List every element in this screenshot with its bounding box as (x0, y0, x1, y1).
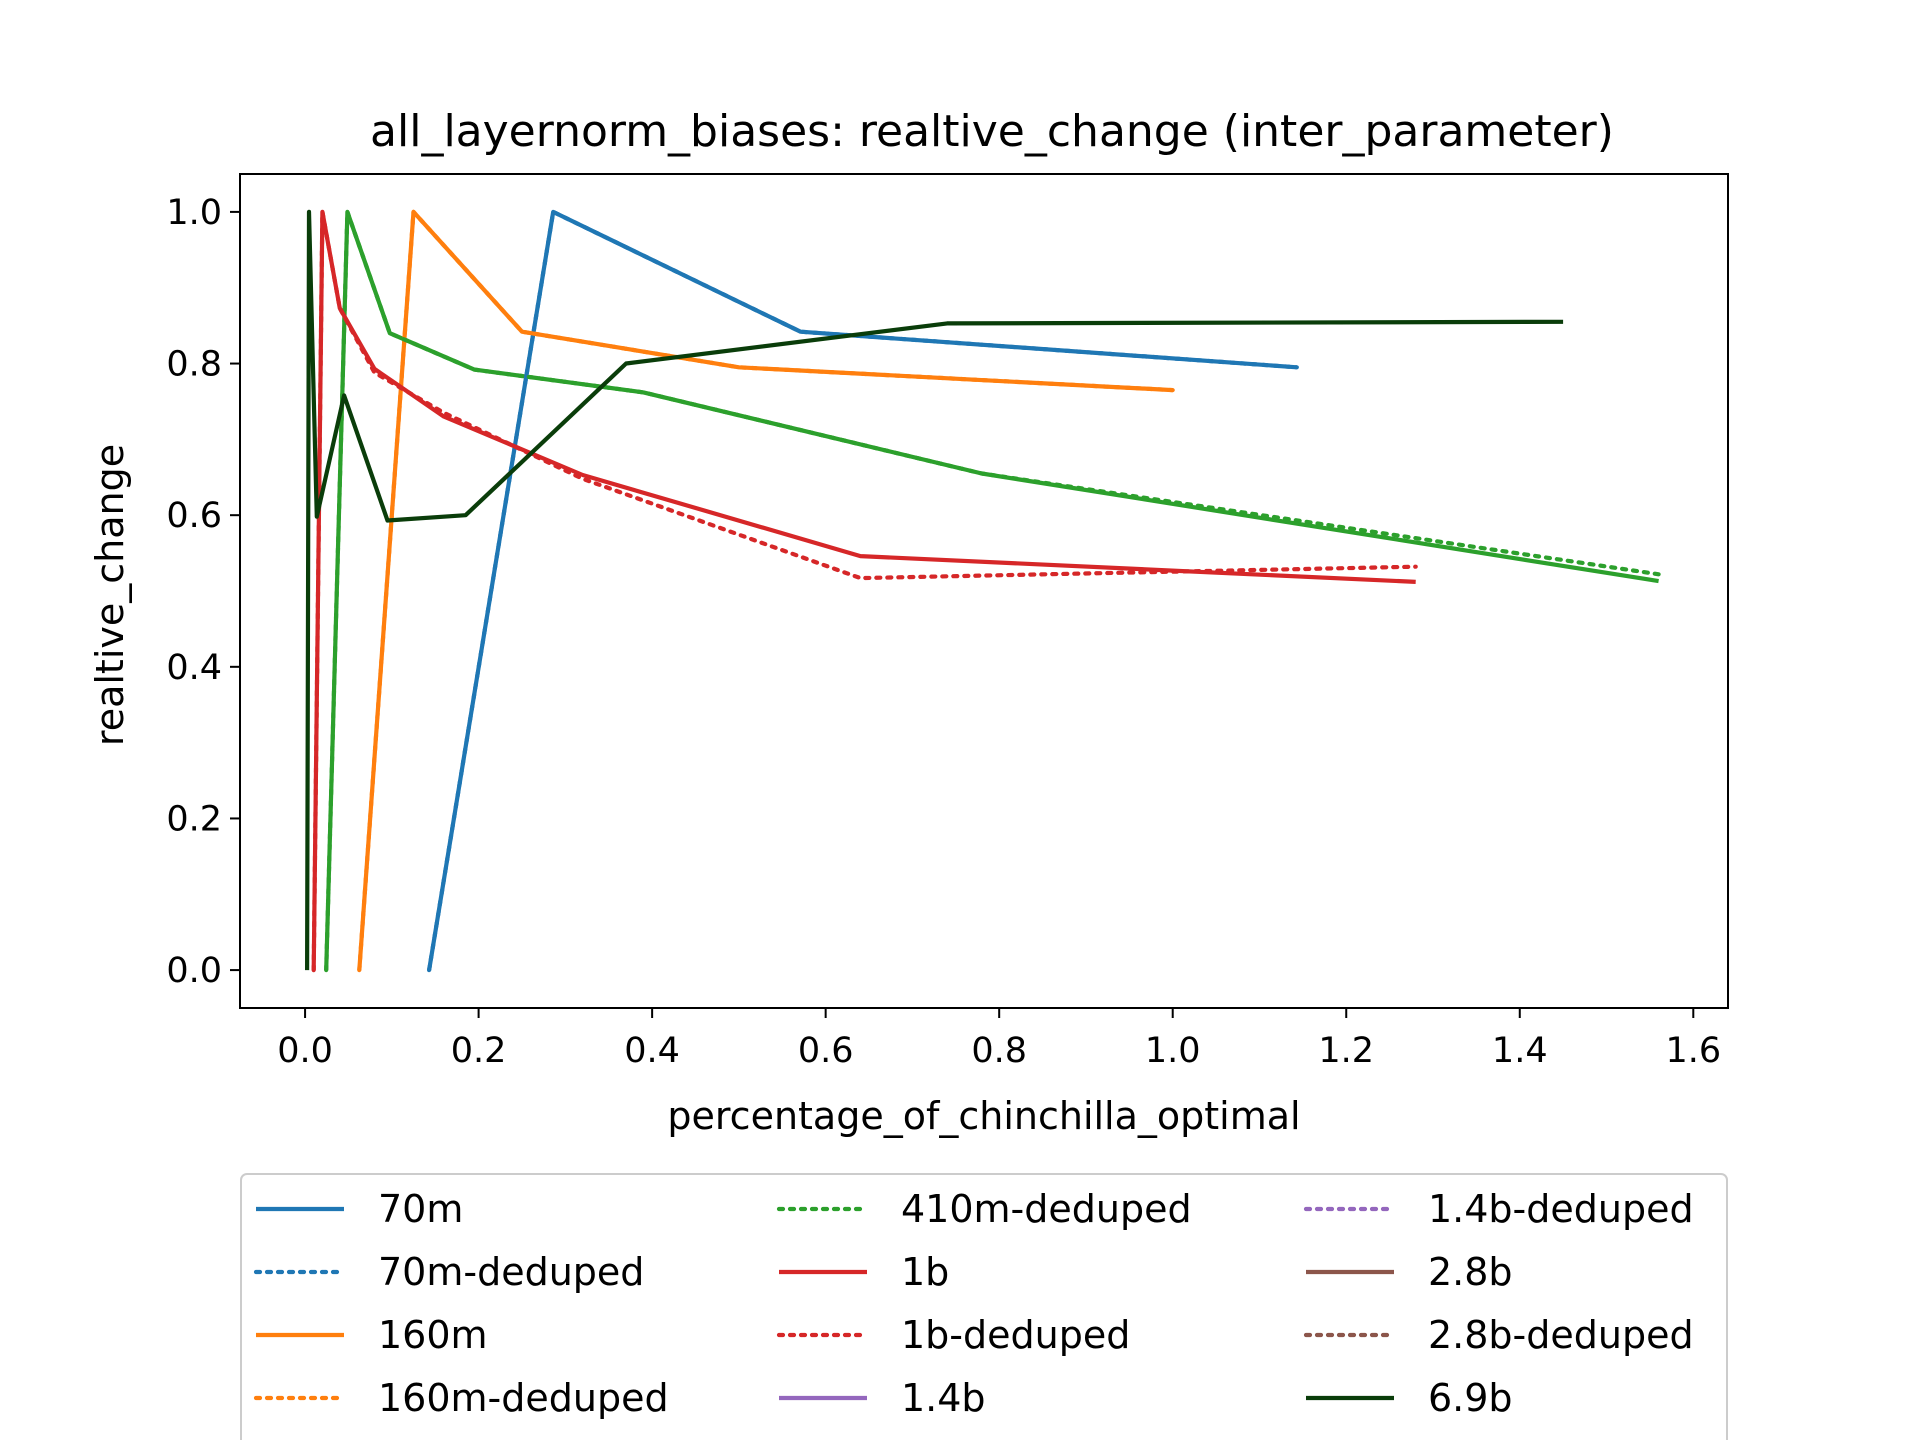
legend-label: 1.4b-deduped (1428, 1187, 1694, 1231)
legend-item-6-9b: 6.9b (1306, 1376, 1513, 1420)
y-tick-label: 0.2 (166, 799, 222, 839)
x-tick-label: 0.8 (971, 1031, 1027, 1071)
legend-label: 160m (378, 1313, 488, 1357)
x-tick-label: 1.4 (1492, 1031, 1548, 1071)
series-line-160m-deduped (357, 209, 1175, 973)
legend-label: 160m-deduped (378, 1376, 669, 1420)
legend-label: 1.4b (901, 1376, 986, 1420)
x-tick-label: 0.0 (277, 1031, 333, 1071)
legend-label: 70m-deduped (378, 1250, 644, 1294)
legend-item-1-4b: 1.4b (779, 1376, 986, 1420)
legend-label: 6.9b (1428, 1376, 1513, 1420)
legend-label: 410m-deduped (901, 1187, 1192, 1231)
x-tick-label: 1.2 (1318, 1031, 1374, 1071)
legend-item-410m-deduped: 410m-deduped (776, 1187, 1192, 1231)
legend-box (240, 1173, 1728, 1440)
legend-label: 1b-deduped (901, 1313, 1130, 1357)
plot-frame (239, 173, 1729, 1009)
plot-lines (305, 209, 1661, 973)
series-line-6-9b (305, 209, 1564, 971)
y-axis: 0.0 0.2 0.4 0.6 0.8 1.0 (166, 193, 240, 991)
y-tick-label: 0.0 (166, 951, 222, 991)
legend-item-70m: 70m (256, 1187, 463, 1231)
series-line-70m-deduped (427, 209, 1299, 973)
x-tick-label: 0.4 (624, 1031, 680, 1071)
y-tick-label: 0.8 (166, 345, 222, 385)
y-tick-label: 1.0 (166, 193, 222, 233)
y-tick-label: 0.6 (166, 496, 222, 536)
legend-label: 2.8b-deduped (1428, 1313, 1694, 1357)
y-axis-label: realtive_change (88, 444, 132, 746)
x-axis: 0.0 0.2 0.4 0.6 0.8 1.0 1.2 1.4 1.6 (277, 1008, 1721, 1071)
series-line-410m-deduped (324, 209, 1661, 973)
legend-item-2-8b: 2.8b (1306, 1250, 1513, 1294)
legend: 70m 70m-deduped 160m 160m-deduped 410m-dedup… (253, 1187, 1694, 1420)
legend-item-160m-deduped: 160m-deduped (253, 1376, 669, 1420)
x-tick-label: 1.6 (1665, 1031, 1721, 1071)
y-tick-label: 0.4 (166, 648, 222, 688)
legend-item-160m: 160m (256, 1313, 488, 1357)
legend-item-1-4b-deduped: 1.4b-deduped (1303, 1187, 1694, 1231)
x-tick-label: 0.6 (798, 1031, 854, 1071)
x-tick-label: 0.2 (451, 1031, 507, 1071)
chart-title: all_layernorm_biases: realtive_change (i… (370, 106, 1614, 157)
legend-item-1b: 1b (779, 1250, 949, 1294)
legend-label: 2.8b (1428, 1250, 1513, 1294)
x-axis-label: percentage_of_chinchilla_optimal (667, 1094, 1300, 1138)
legend-label: 70m (378, 1187, 463, 1231)
legend-label: 1b (901, 1250, 949, 1294)
x-tick-label: 1.0 (1145, 1031, 1201, 1071)
legend-item-2-8b-deduped: 2.8b-deduped (1303, 1313, 1694, 1357)
legend-item-70m-deduped: 70m-deduped (253, 1250, 644, 1294)
series-line-1b-deduped (311, 209, 1418, 973)
legend-item-1b-deduped: 1b-deduped (776, 1313, 1130, 1357)
